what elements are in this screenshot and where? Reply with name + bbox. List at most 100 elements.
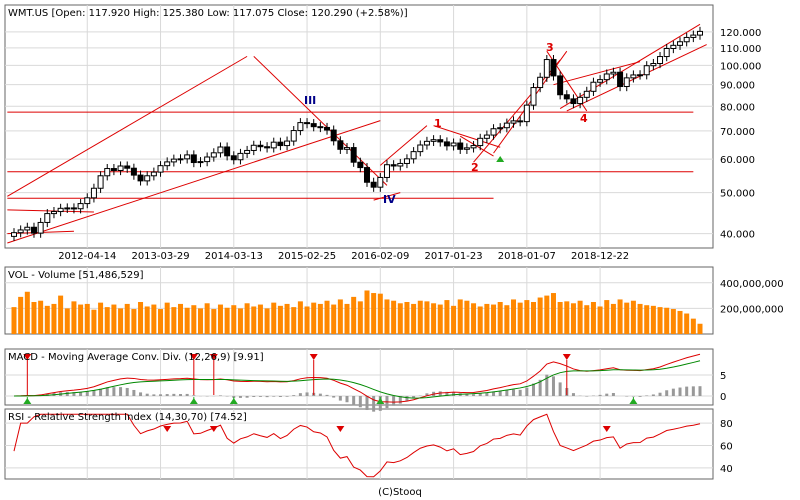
volume-bar <box>491 304 497 334</box>
volume-bar <box>98 302 104 334</box>
candle-body <box>477 137 484 147</box>
candle-body <box>377 176 384 188</box>
volume-bars <box>11 290 703 334</box>
volume-bar <box>577 300 583 334</box>
macd-histogram-bar <box>545 374 549 396</box>
candle-body <box>403 158 410 164</box>
volume-bar <box>124 303 130 334</box>
volume-bar <box>624 302 630 334</box>
volume-bar <box>397 303 403 334</box>
volume-bar <box>524 300 530 334</box>
candle-body <box>70 207 77 210</box>
volume-bar <box>384 299 390 334</box>
candle-body <box>383 164 390 178</box>
candle-body <box>623 77 630 88</box>
rsi-tick-label: 80 <box>720 419 733 430</box>
price-tick-label: 90.000 <box>720 81 755 92</box>
macd-histogram-bar <box>538 379 542 396</box>
volume-bar <box>144 306 150 334</box>
candle-body <box>370 181 377 188</box>
macd-tick-label: 0 <box>720 392 726 403</box>
volume-bar <box>590 302 596 334</box>
candle-body <box>683 36 690 43</box>
volume-bar <box>18 296 24 334</box>
macd-histogram-bar <box>631 396 635 397</box>
price-buy-marker <box>496 156 505 162</box>
wave-label-III: III <box>304 94 316 107</box>
macd-histogram-bar <box>139 392 143 396</box>
candle-body <box>657 56 664 65</box>
candle-body <box>490 128 497 136</box>
candle-body <box>523 104 530 123</box>
candle-body <box>557 75 564 96</box>
candle-body <box>24 226 31 231</box>
volume-bar <box>211 309 217 334</box>
volume-bar <box>171 307 177 334</box>
volume-panel-title: VOL - Volume [51,486,529] <box>8 270 144 281</box>
support-line-45 <box>7 209 94 213</box>
macd-histogram-bar <box>218 395 222 396</box>
candle-body <box>77 203 84 210</box>
macd-histogram-bar <box>485 392 489 396</box>
volume-bar <box>377 293 383 334</box>
volume-bar <box>104 307 110 334</box>
candle-body <box>197 161 204 164</box>
macd-histogram-bar <box>512 389 516 396</box>
macd-histogram-bar <box>498 390 502 396</box>
macd-histogram-bar <box>445 391 449 396</box>
macd-sell-marker <box>309 354 318 360</box>
candle-body <box>350 147 357 163</box>
macd-histogram-bar <box>125 387 129 396</box>
macd-histogram-bar <box>405 396 409 402</box>
candle-body <box>344 147 351 150</box>
macd-histogram-bar <box>105 387 109 396</box>
price-panel-frame <box>4 4 714 249</box>
volume-bar <box>31 302 37 334</box>
volume-bar <box>357 301 363 334</box>
candle-body <box>170 158 177 163</box>
macd-histogram-bar <box>452 392 456 396</box>
price-tick-label: 120.000 <box>720 28 761 39</box>
decline-line-a <box>459 135 494 157</box>
macd-histogram-bar <box>398 396 402 404</box>
candle-body <box>304 122 311 125</box>
candle-body <box>577 96 584 105</box>
volume-bar <box>670 309 676 334</box>
macd-histogram-bar <box>192 395 196 396</box>
candle-body <box>30 226 37 234</box>
macd-histogram-bar <box>65 391 69 396</box>
macd-histogram-bar <box>298 393 302 396</box>
volume-bar <box>131 309 137 334</box>
candle-body <box>230 155 237 161</box>
candle-body <box>210 152 217 158</box>
volume-bar <box>178 303 184 334</box>
candle-body <box>97 175 104 189</box>
volume-bar <box>644 305 650 334</box>
candle-body <box>164 161 171 167</box>
volume-bar <box>164 302 170 334</box>
candle-body <box>603 73 610 81</box>
copyright-footer: (C)Stooq <box>378 487 422 498</box>
candle-body <box>637 74 644 77</box>
candle-body <box>264 146 271 149</box>
volume-bar <box>664 307 670 334</box>
macd-buy-marker <box>23 398 32 404</box>
volume-bar <box>317 303 323 334</box>
candle-body <box>677 41 684 46</box>
volume-bar <box>630 300 636 334</box>
volume-bar <box>564 301 570 334</box>
macd-histogram-bar <box>605 393 609 396</box>
volume-bar <box>477 306 483 334</box>
candle-body <box>690 34 697 38</box>
macd-histogram-bar <box>611 392 615 396</box>
candle-body <box>363 167 370 183</box>
macd-histogram-bar <box>145 393 149 396</box>
macd-histogram-bar <box>232 396 236 398</box>
macd-tick-label: 5 <box>720 371 726 382</box>
volume-bar <box>271 302 277 334</box>
macd-histogram-bar <box>165 394 169 396</box>
macd-sell-marker <box>209 354 218 360</box>
candle-body <box>357 161 364 169</box>
macd-histogram-bar <box>658 392 662 396</box>
x-tick-label: 2018-12-22 <box>571 251 629 262</box>
